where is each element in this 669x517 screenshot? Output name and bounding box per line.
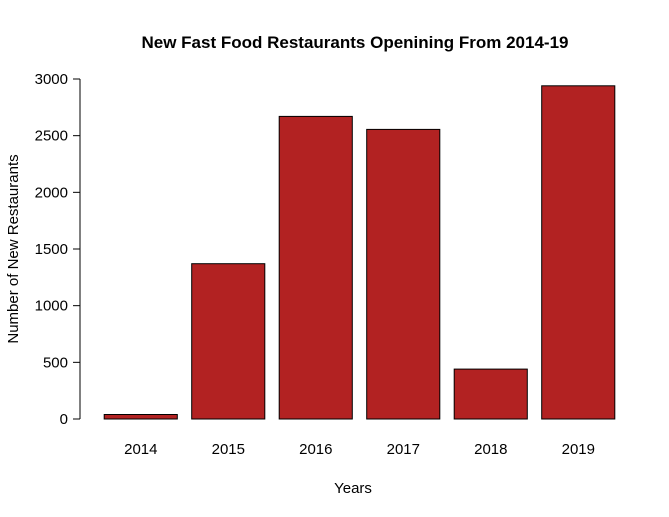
bar-2017 <box>366 128 441 420</box>
x-axis-label: Years <box>334 480 372 497</box>
x-tick-label: 2016 <box>299 441 332 458</box>
y-tick-label: 0 <box>60 411 68 428</box>
x-tick-label: 2014 <box>124 441 157 458</box>
chart-title: New Fast Food Restaurants Openining From… <box>142 33 569 52</box>
bars <box>103 85 616 420</box>
bar-2019 <box>541 85 616 420</box>
x-tick-label: 2017 <box>387 441 420 458</box>
y-tick-label: 2000 <box>35 184 68 201</box>
y-axis-label: Number of New Restaurants <box>5 154 22 343</box>
y-axis: 0 500 1000 1500 2000 2500 3000 <box>35 71 81 428</box>
bar-2018 <box>453 368 528 420</box>
y-tick-label: 3000 <box>35 71 68 88</box>
bar-2014 <box>103 414 178 420</box>
x-tick-label: 2019 <box>562 441 595 458</box>
y-tick-label: 1500 <box>35 241 68 258</box>
y-tick-label: 2500 <box>35 128 68 145</box>
x-axis-tick-labels: 2014 2015 2016 2017 2018 2019 <box>124 441 595 458</box>
y-tick-label: 1000 <box>35 298 68 315</box>
bar-2015 <box>191 263 266 420</box>
x-tick-label: 2015 <box>212 441 245 458</box>
bar-2016 <box>278 115 353 420</box>
y-tick-label: 500 <box>43 354 68 371</box>
x-tick-label: 2018 <box>474 441 507 458</box>
